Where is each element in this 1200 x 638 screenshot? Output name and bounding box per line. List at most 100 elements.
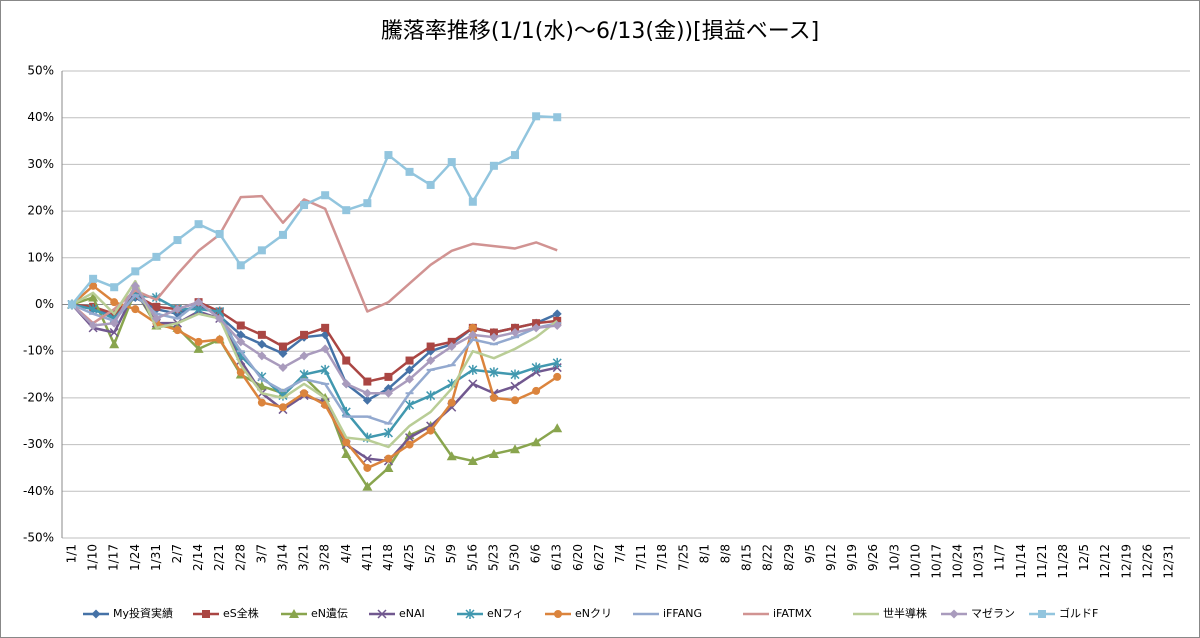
x-tick-label: 10/24	[951, 544, 965, 579]
marker	[257, 351, 267, 361]
marker	[383, 427, 393, 438]
marker	[173, 236, 182, 245]
x-tick-label: 11/14	[1014, 544, 1028, 579]
x-tick-label: 11/21	[1035, 544, 1049, 579]
x-tick-label: 1/17	[107, 544, 121, 571]
marker	[193, 343, 204, 353]
y-tick-label: 50%	[27, 64, 54, 78]
marker	[468, 197, 477, 206]
series	[67, 281, 562, 398]
marker	[236, 368, 245, 377]
marker	[488, 448, 499, 458]
marker	[152, 252, 161, 261]
marker	[236, 330, 246, 340]
marker	[278, 363, 288, 373]
marker	[426, 426, 435, 435]
legend-item: eS全株	[193, 606, 259, 620]
marker	[532, 319, 541, 328]
y-tick-label: 10%	[27, 250, 54, 264]
x-tick-label: 6/27	[592, 544, 606, 571]
y-tick-label: -50%	[23, 531, 54, 545]
y-tick-label: -20%	[23, 390, 54, 404]
marker	[215, 314, 225, 324]
marker	[447, 342, 457, 352]
legend-label: iFATMX	[773, 607, 812, 620]
marker	[152, 302, 161, 311]
x-tick-label: 12/5	[1077, 544, 1091, 571]
marker	[194, 220, 203, 229]
marker	[321, 191, 330, 200]
marker	[194, 297, 204, 307]
marker	[426, 356, 436, 366]
legend-marker	[554, 610, 562, 618]
marker	[320, 344, 330, 354]
legend-item: eNクリ	[545, 607, 612, 620]
marker	[511, 396, 520, 405]
x-tick-label: 7/11	[634, 544, 648, 571]
marker	[447, 398, 456, 407]
legend-marker	[377, 609, 387, 619]
marker	[299, 369, 309, 380]
marker	[489, 161, 498, 170]
series-line	[71, 279, 558, 449]
x-tick-label: 1/31	[149, 544, 163, 571]
legend-marker	[289, 609, 299, 618]
legend-item: My投資実績	[83, 606, 173, 620]
marker	[489, 332, 499, 342]
marker	[341, 448, 352, 458]
marker	[405, 167, 414, 176]
chart-title: 騰落率推移(1/1(水)～6/13(金))[損益ベース]	[381, 19, 819, 44]
marker	[383, 388, 393, 398]
legend-marker	[1038, 610, 1046, 618]
x-tick-label: 12/12	[1098, 544, 1112, 579]
x-tick-label: 4/11	[360, 544, 374, 571]
x-tick-label: 7/18	[655, 544, 669, 571]
marker	[299, 351, 309, 361]
legend-label: iFFANG	[663, 607, 702, 620]
legend-marker	[91, 609, 101, 619]
marker	[405, 365, 415, 375]
marker	[321, 323, 330, 332]
marker	[383, 462, 394, 472]
marker	[172, 304, 182, 314]
x-tick-label: 2/14	[191, 544, 205, 571]
legend-label: eNAI	[399, 607, 425, 620]
x-tick-label: 8/8	[718, 544, 732, 563]
legend-item: マゼラン	[941, 607, 1015, 620]
x-tick-label: 8/22	[761, 544, 775, 571]
marker	[531, 362, 541, 373]
marker	[215, 229, 224, 238]
legend-marker	[202, 610, 210, 618]
legend-item: eNフィ	[457, 607, 524, 620]
marker	[426, 180, 435, 189]
marker	[468, 379, 478, 389]
marker	[278, 349, 288, 359]
x-tick-label: 3/28	[318, 544, 332, 571]
marker	[510, 369, 520, 380]
x-tick-label: 11/28	[1056, 544, 1070, 579]
legend-item: 世半導株	[853, 606, 927, 620]
marker	[341, 379, 351, 389]
marker	[300, 330, 309, 339]
legend-label: ゴルドF	[1059, 606, 1098, 620]
marker	[552, 309, 562, 319]
marker	[131, 305, 140, 314]
marker	[363, 463, 372, 472]
marker	[446, 451, 457, 461]
legend-item: eNAI	[369, 607, 425, 620]
series	[68, 112, 562, 309]
marker	[89, 274, 98, 283]
marker	[257, 339, 267, 349]
y-tick-label: -40%	[23, 484, 54, 498]
marker	[363, 377, 372, 386]
legend-item: iFFANG	[633, 607, 702, 620]
x-tick-label: 5/30	[508, 544, 522, 571]
marker	[426, 390, 436, 401]
marker	[489, 328, 498, 337]
marker	[173, 326, 182, 335]
x-tick-label: 5/16	[465, 544, 479, 571]
x-tick-label: 10/17	[929, 544, 943, 579]
marker	[510, 444, 521, 454]
y-tick-label: -30%	[23, 437, 54, 451]
marker	[405, 399, 415, 410]
